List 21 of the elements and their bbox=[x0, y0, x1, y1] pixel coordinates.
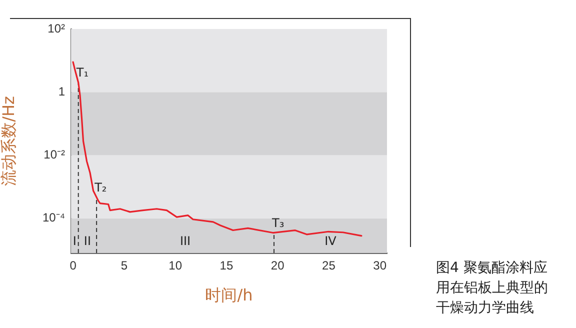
ref-line-label: T₃ bbox=[270, 216, 284, 230]
ref-line-label: T₂ bbox=[94, 180, 107, 194]
x-tick-label: 5 bbox=[120, 258, 128, 273]
x-tick-label: 20 bbox=[270, 258, 285, 273]
annotation: II bbox=[84, 234, 92, 248]
y-tick-label: 10² bbox=[48, 21, 66, 36]
y-axis-title: 流动系数/Hz bbox=[0, 96, 18, 186]
y-tick-label: 10⁻⁴ bbox=[42, 210, 65, 225]
x-axis-title: 时间/h bbox=[205, 286, 253, 305]
annotation: III bbox=[180, 234, 191, 248]
x-tick-label: 15 bbox=[220, 258, 234, 273]
annotation: IV bbox=[324, 234, 338, 248]
y-tick-label: 1 bbox=[58, 84, 66, 98]
ref-line-label: T₁ bbox=[75, 66, 89, 80]
x-tick-label: 0 bbox=[70, 258, 77, 273]
x-tick-label: 30 bbox=[373, 258, 387, 273]
x-tick-label: 10 bbox=[168, 258, 182, 273]
x-tick-label: 25 bbox=[322, 258, 336, 273]
caption: 图4 聚氨酯涂料应用在铝板上典型的干燥动力学曲线 bbox=[436, 259, 549, 318]
y-tick-label: 10⁻² bbox=[44, 148, 66, 162]
annotation: I bbox=[72, 234, 76, 248]
